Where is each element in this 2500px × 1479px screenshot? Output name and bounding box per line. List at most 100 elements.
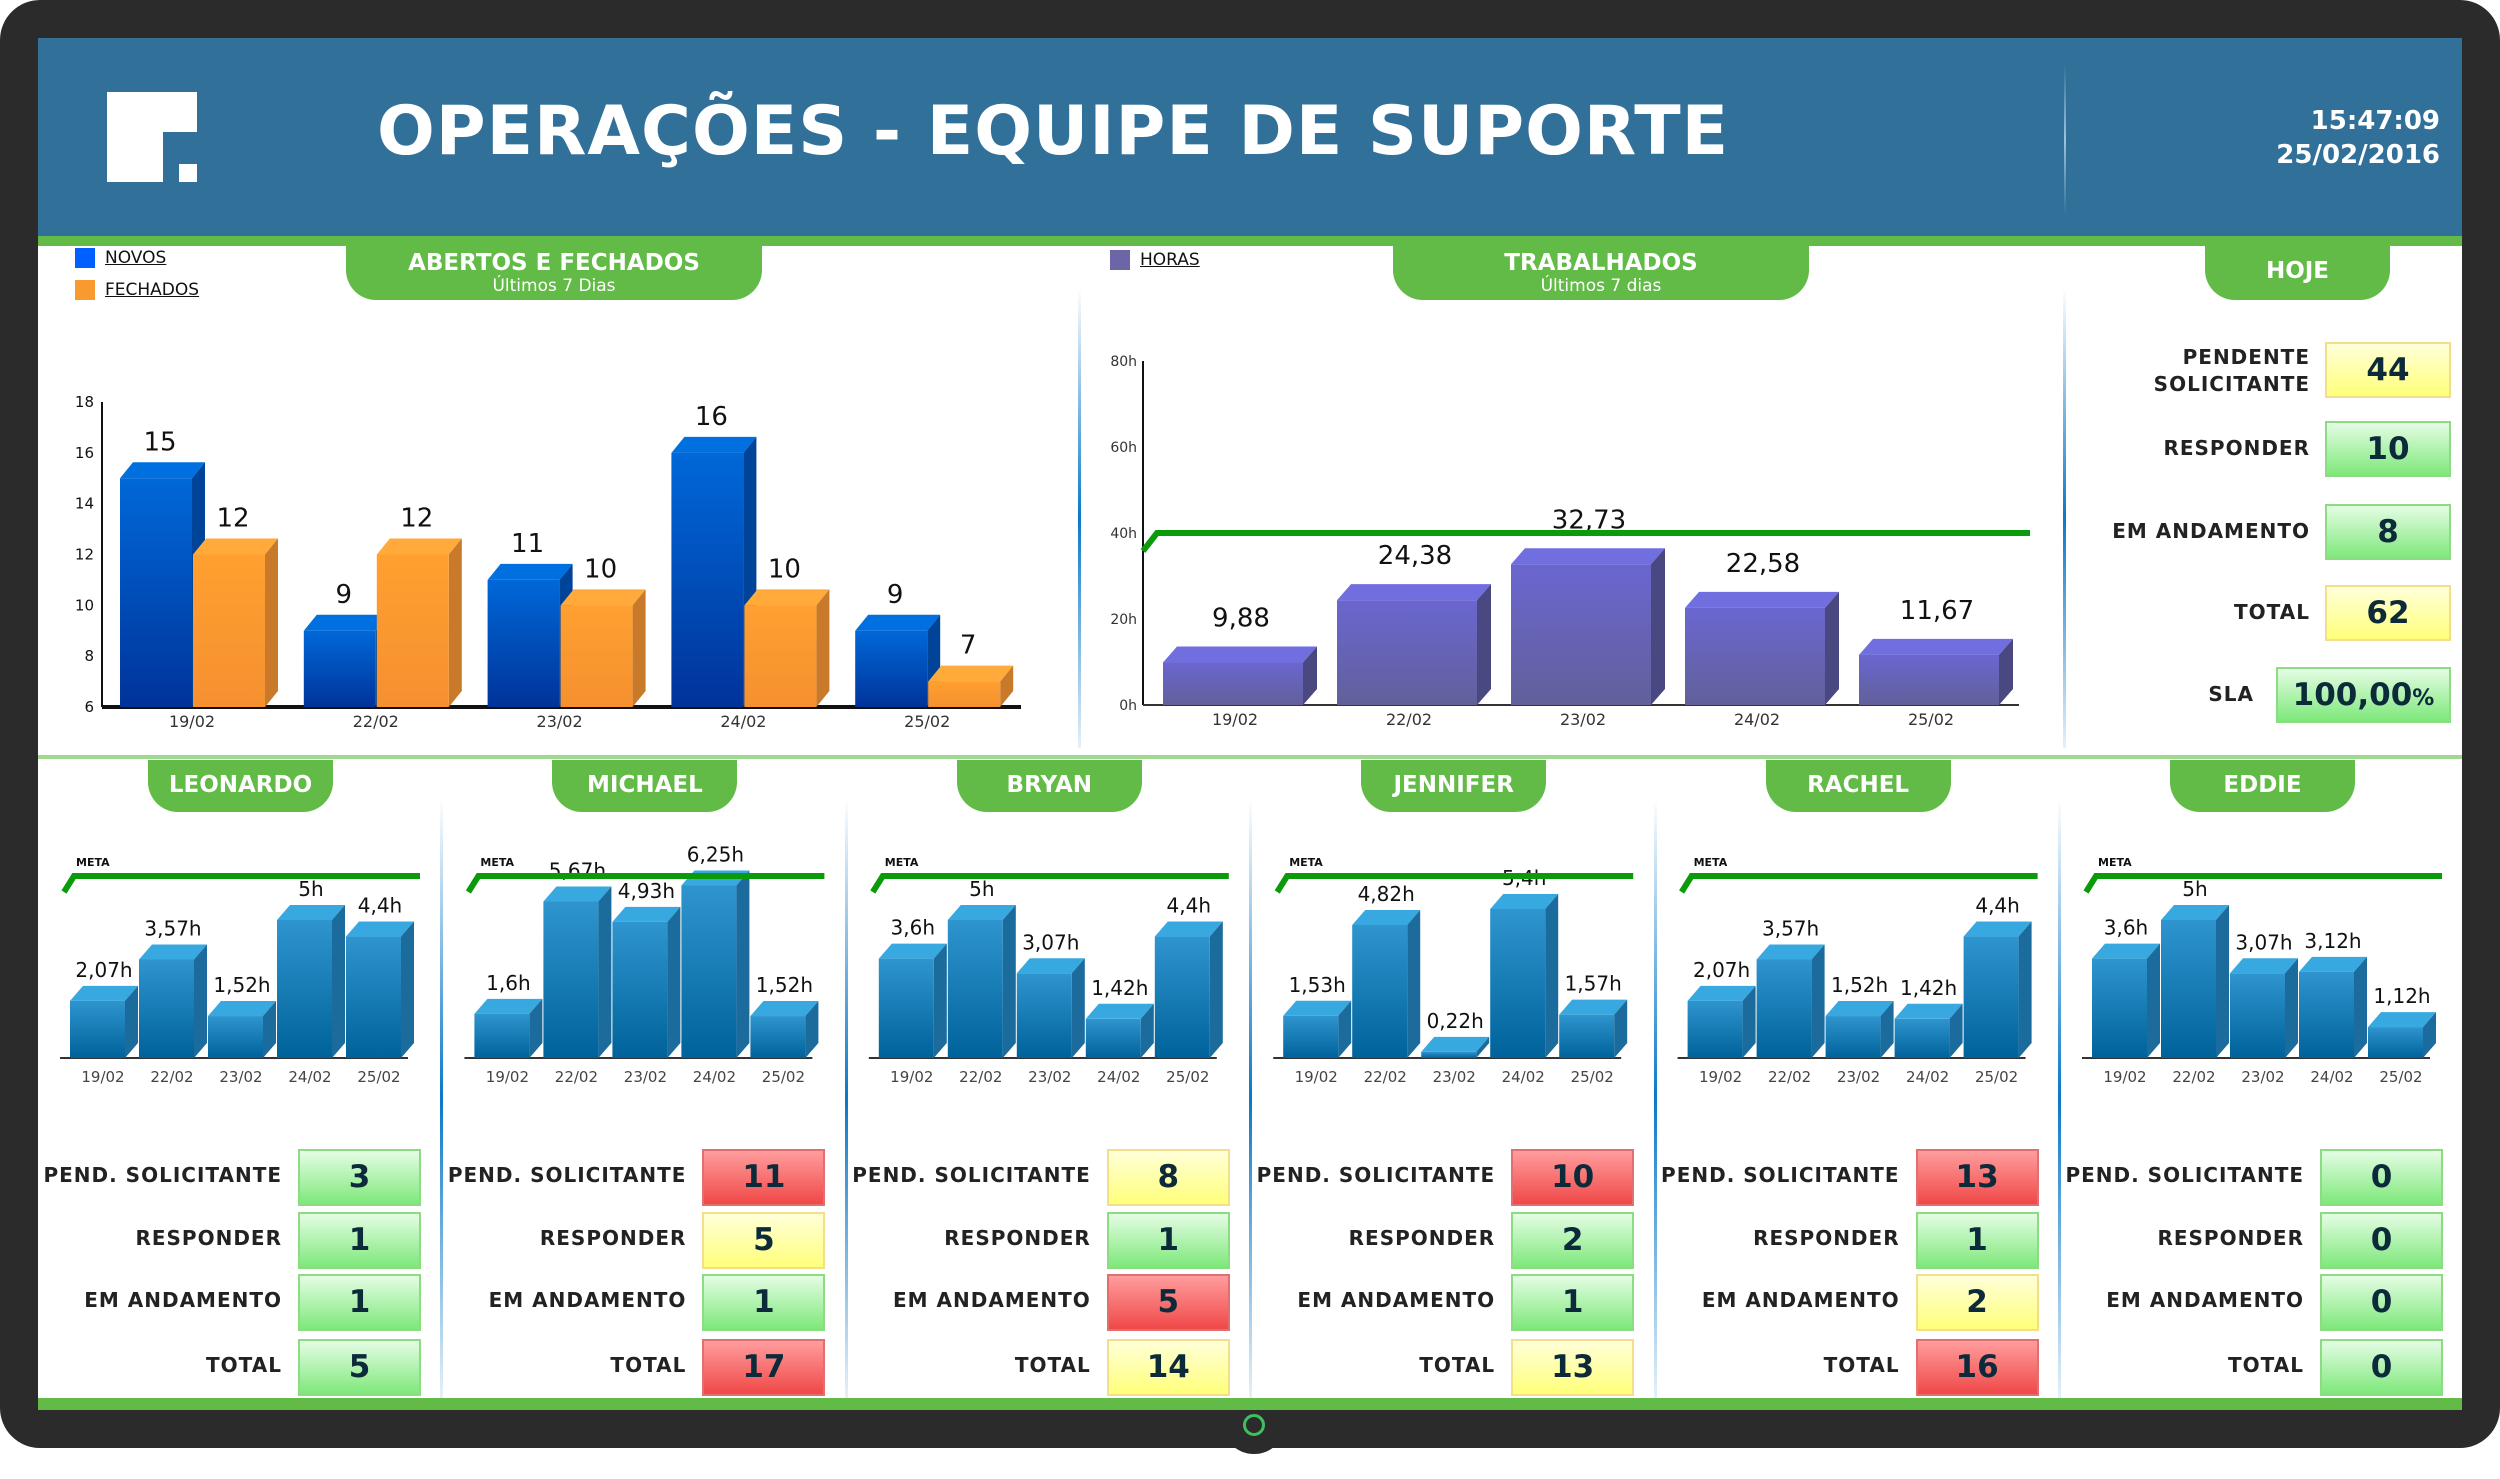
target-label: META — [480, 856, 514, 869]
data-label: 1,6h — [486, 971, 530, 995]
person-name: BRYAN — [1006, 772, 1093, 798]
bar-hours-top — [346, 921, 414, 937]
section-title: TRABALHADOS — [1504, 250, 1698, 276]
bar-novos — [855, 630, 928, 707]
bar-fechados-top — [560, 589, 646, 606]
hoje-value: 10 — [2325, 421, 2451, 477]
bar-hours-top — [2092, 943, 2160, 959]
x-tick-label: 22/02 — [150, 1068, 193, 1086]
bar-horas — [1859, 654, 1999, 705]
x-tick-label: 24/02 — [1906, 1068, 1949, 1086]
header: OPERAÇÕES - EQUIPE DE SUPORTE 15:47:09 2… — [38, 38, 2462, 236]
x-tick-label: 22/02 — [353, 712, 399, 731]
y-tick-label: 18 — [75, 393, 94, 411]
target-line — [1140, 530, 2030, 553]
data-label: 1,53h — [1289, 973, 1346, 997]
tab-person: RACHEL — [1765, 760, 1951, 812]
hoje-value: 62 — [2325, 585, 2451, 641]
stat-value: 5 — [702, 1212, 826, 1269]
data-label: 1,57h — [1565, 972, 1622, 996]
bar-fechados-top — [744, 589, 830, 606]
bar-fechados-top — [193, 538, 278, 555]
x-tick-label: 25/02 — [1571, 1068, 1614, 1086]
legend-label: FECHADOS — [105, 280, 200, 300]
stat-value: 1 — [702, 1274, 826, 1331]
bar-hours — [2092, 958, 2147, 1058]
stat-value: 1 — [298, 1274, 421, 1331]
label-line: SOLICITANTE — [2153, 372, 2310, 396]
y-tick-label: 40h — [1110, 526, 1137, 542]
stat-label: EM ANDAMENTO — [84, 1288, 282, 1312]
x-tick-label: 24/02 — [1502, 1068, 1545, 1086]
bar-hours — [474, 1013, 530, 1058]
data-label: 0,22h — [1427, 1009, 1484, 1033]
stat-label: EM ANDAMENTO — [1297, 1288, 1496, 1312]
bar-hours-side — [667, 906, 681, 1058]
stat-value: 16 — [1915, 1339, 2039, 1396]
tab-trabalhados: TRABALHADOS Últimos 7 dias — [1393, 244, 1809, 300]
data-label: 3,12h — [2304, 929, 2361, 953]
bar-hours — [2299, 971, 2354, 1058]
data-label: 4,4h — [1975, 894, 2019, 918]
x-tick-label: 19/02 — [890, 1068, 933, 1086]
label-line: EM ANDAMENTO — [2112, 519, 2310, 543]
label-line: TOTAL — [2234, 600, 2310, 624]
legend-swatch — [1110, 250, 1130, 270]
bar-novos-top — [303, 614, 389, 631]
x-tick-label: 24/02 — [2310, 1068, 2353, 1086]
bar-hours-side — [1742, 985, 1756, 1058]
stat-value: 1 — [298, 1212, 421, 1269]
data-label: 3,57h — [1762, 916, 1819, 940]
legend-label: NOVOS — [105, 248, 167, 268]
legend-novos[interactable]: NOVOS — [75, 248, 166, 268]
target-label: META — [2098, 856, 2132, 869]
tab-hoje: HOJE — [2205, 244, 2390, 300]
power-led-icon — [1243, 1414, 1265, 1436]
bar-fechados-side — [265, 538, 278, 707]
bar-hours-side — [529, 998, 543, 1058]
bar-fechados — [376, 554, 449, 707]
data-label: 3,07h — [1022, 930, 1079, 954]
bar-novos — [487, 579, 560, 707]
bar-horas — [1163, 662, 1303, 705]
legend-fechados[interactable]: FECHADOS — [75, 280, 199, 300]
stat-value: 2 — [1511, 1212, 1635, 1269]
target-line — [61, 873, 420, 894]
bar-hours-side — [2216, 905, 2229, 1058]
x-tick-label: 19/02 — [1699, 1068, 1742, 1086]
x-tick-label: 22/02 — [1364, 1068, 1407, 1086]
bar-hours — [1154, 936, 1210, 1058]
column-divider — [844, 798, 848, 1398]
tab-person: EDDIE — [2170, 760, 2355, 812]
bar-hours-top — [2368, 1012, 2436, 1028]
data-label: 16 — [695, 402, 728, 432]
data-label: 11 — [511, 529, 544, 559]
bar-hours-top — [1352, 909, 1421, 925]
divider — [38, 236, 2462, 246]
bar-hours-top — [2230, 958, 2298, 974]
section-title: ABERTOS E FECHADOS — [408, 250, 700, 276]
bar-hours-side — [1614, 999, 1628, 1058]
x-tick-label: 24/02 — [1734, 710, 1780, 729]
y-tick-label: 16 — [75, 444, 94, 462]
stat-value: 0 — [2320, 1274, 2443, 1331]
y-tick-label: 8 — [84, 647, 94, 665]
stat-label: TOTAL — [206, 1353, 282, 1377]
bar-hours — [1756, 959, 1812, 1058]
legend-horas[interactable]: HORAS — [1110, 250, 1200, 270]
data-label: 12 — [216, 504, 249, 534]
data-label: 3,57h — [144, 916, 201, 940]
tab-person: JENNIFER — [1361, 760, 1547, 812]
bar-hours-side — [1949, 1003, 1963, 1058]
x-tick-label: 25/02 — [904, 712, 950, 731]
bar-fechados — [744, 605, 817, 707]
bar-hours-side — [1880, 1001, 1894, 1058]
stat-label: RESPONDER — [2157, 1226, 2304, 1250]
data-label: 4,4h — [358, 894, 402, 918]
person-name: RACHEL — [1807, 772, 1910, 798]
x-tick-label: 24/02 — [1097, 1068, 1140, 1086]
stat-label: TOTAL — [2228, 1353, 2304, 1377]
x-tick-label: 24/02 — [693, 1068, 736, 1086]
tab-person: LEONARDO — [148, 760, 333, 812]
column-divider — [440, 798, 444, 1398]
